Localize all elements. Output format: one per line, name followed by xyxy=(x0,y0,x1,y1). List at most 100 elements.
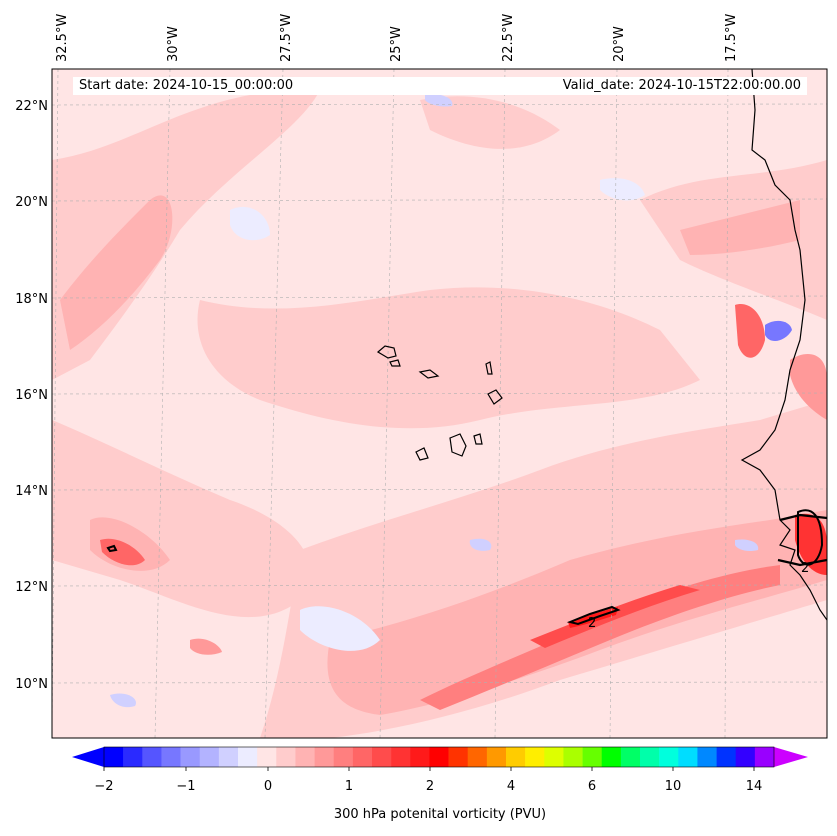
colorbar-extend-high xyxy=(774,747,808,767)
colorbar-segment xyxy=(640,747,660,767)
pv-contour-2 xyxy=(566,605,621,626)
colorbar-ticks xyxy=(103,767,755,771)
contour-label: 2 xyxy=(801,561,809,576)
colorbar-segment xyxy=(238,747,258,767)
lon-label: 20°W xyxy=(612,26,627,62)
colorbar-segment xyxy=(199,747,220,767)
colorbar-segment xyxy=(754,747,775,767)
pv-band-negative xyxy=(230,206,270,241)
colorbar-tick-label: −1 xyxy=(176,779,195,794)
colorbar-tick-label: 14 xyxy=(746,779,763,794)
pv-band-light xyxy=(52,420,311,618)
coastlines xyxy=(376,69,827,621)
pv-band-strong xyxy=(790,354,827,420)
lat-label: 16°N xyxy=(15,388,48,403)
pv-band-negative xyxy=(425,94,453,107)
colorbar-segment xyxy=(582,747,603,767)
lon-label: 32.5°W xyxy=(55,14,70,62)
colorbar-segment xyxy=(333,747,354,767)
latitude-labels: 22°N 20°N 18°N 16°N 14°N 12°N 10°N xyxy=(15,99,48,692)
colorbar-segment xyxy=(563,747,583,767)
longitude-labels: 32.5°W 30°W 27.5°W 25°W 22.5°W 20°W 17.5… xyxy=(55,14,739,62)
colorbar: −2 −1 0 1 2 4 6 10 14 xyxy=(72,746,808,794)
lat-label: 14°N xyxy=(15,484,48,499)
contour-label: 2 xyxy=(588,616,596,631)
colorbar-segment xyxy=(735,747,756,767)
colorbar-title: 300 hPa potenital vorticity (PVU) xyxy=(333,807,547,822)
lon-label: 27.5°W xyxy=(279,14,294,62)
colorbar-segment xyxy=(601,747,622,767)
colorbar-segment xyxy=(410,747,430,767)
island xyxy=(376,345,397,359)
lon-label: 25°W xyxy=(389,26,404,62)
pv-band-negative xyxy=(300,606,380,651)
island xyxy=(485,361,493,375)
colorbar-segment xyxy=(620,747,641,767)
colorbar-segment xyxy=(544,747,564,767)
colorbar-tick-label: −2 xyxy=(94,779,113,794)
colorbar-segment xyxy=(218,747,239,767)
lat-label: 18°N xyxy=(15,292,48,307)
colorbar-segment xyxy=(161,747,181,767)
island xyxy=(473,433,483,445)
colorbar-tick-label: 1 xyxy=(345,779,353,794)
pv-band-medium xyxy=(60,195,173,350)
pv-contour-2 xyxy=(797,509,824,566)
colorbar-segment xyxy=(448,747,469,767)
pv-band-negative xyxy=(735,539,759,552)
senegal-river-outline xyxy=(777,513,827,567)
pv-band-light xyxy=(420,96,560,149)
island xyxy=(389,359,401,367)
island xyxy=(418,369,440,379)
pv-band-strong xyxy=(190,638,222,655)
colorbar-segment xyxy=(372,747,392,767)
colorbar-segment xyxy=(352,747,373,767)
lat-label: 20°N xyxy=(15,195,48,210)
colorbar-segment xyxy=(295,747,315,767)
map-panel: 2 2 xyxy=(51,68,828,739)
colorbar-tick-label: 10 xyxy=(665,779,682,794)
colorbar-segment xyxy=(391,747,411,767)
pv-contours xyxy=(106,509,824,626)
island xyxy=(449,433,467,457)
colorbar-tick-label: 6 xyxy=(588,779,596,794)
colorbar-extend-low xyxy=(72,747,104,767)
colorbar-segment xyxy=(506,747,526,767)
colorbar-segment xyxy=(697,747,717,767)
pv-band-negative xyxy=(600,178,645,201)
pv-band-negative xyxy=(765,320,792,342)
colorbar-segment xyxy=(659,747,679,767)
lon-label: 30°W xyxy=(166,26,181,62)
pv-band-strong xyxy=(100,538,145,566)
pv-band-medium xyxy=(680,200,800,255)
colorbar-tick-labels: −2 −1 0 1 2 4 6 10 14 xyxy=(94,779,762,794)
map-frame xyxy=(51,68,828,739)
colorbar-segment xyxy=(314,747,335,767)
colorbar-segment xyxy=(467,747,488,767)
pv-band-medium xyxy=(327,510,827,715)
colorbar-segment xyxy=(716,747,737,767)
island xyxy=(415,447,429,461)
colorbar-segment xyxy=(123,747,143,767)
pv-band-strong xyxy=(530,585,700,648)
lat-label: 22°N xyxy=(15,99,48,114)
colorbar-segment xyxy=(142,747,162,767)
colorbar-segments xyxy=(104,747,775,767)
lat-label: 12°N xyxy=(15,580,48,595)
pv-band-negative xyxy=(469,538,492,551)
colorbar-tick-label: 0 xyxy=(264,779,272,794)
colorbar-segment xyxy=(678,747,698,767)
valid-date-label: Valid_date: 2024-10-15T22:00:00.00 xyxy=(523,77,807,95)
colorbar-segment xyxy=(429,747,449,767)
colorbar-segment xyxy=(276,747,296,767)
colorbar-segment xyxy=(180,747,201,767)
pv-contour-2 xyxy=(106,544,118,553)
lat-label: 10°N xyxy=(15,677,48,692)
colorbar-segment xyxy=(257,747,277,767)
colorbar-tick-label: 4 xyxy=(507,779,515,794)
lon-label: 22.5°W xyxy=(501,14,516,62)
colorbar-segment xyxy=(486,747,507,767)
start-date-label: Start date: 2024-10-15_00:00:00 xyxy=(73,77,529,95)
colorbar-frame xyxy=(103,746,775,768)
